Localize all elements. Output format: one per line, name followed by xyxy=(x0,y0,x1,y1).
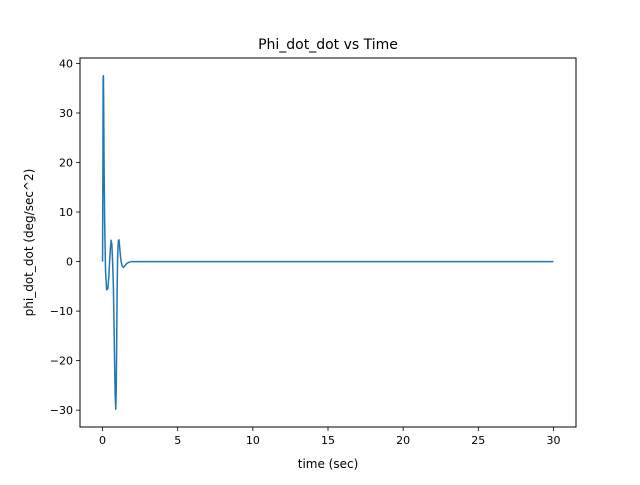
y-tick-label: 0 xyxy=(66,256,73,269)
x-tick-label: 10 xyxy=(246,434,260,447)
x-tick-label: 25 xyxy=(471,434,485,447)
y-tick-label: 40 xyxy=(59,57,73,70)
y-tick-label: 20 xyxy=(59,157,73,170)
x-tick-label: 5 xyxy=(174,434,181,447)
x-tick-label: 15 xyxy=(321,434,335,447)
x-tick-label: 20 xyxy=(396,434,410,447)
y-tick-label: 10 xyxy=(59,206,73,219)
x-axis-label: time (sec) xyxy=(298,457,359,471)
y-tick-label: −20 xyxy=(50,355,73,368)
y-tick-label: −30 xyxy=(50,404,73,417)
y-tick-label: 30 xyxy=(59,107,73,120)
x-axis: 0 5 10 15 20 25 30 xyxy=(99,427,560,447)
plot-frame xyxy=(79,57,577,428)
x-tick-label: 30 xyxy=(546,434,560,447)
x-tick-label: 0 xyxy=(99,434,106,447)
y-axis-label: phi_dot_dot (deg/sec^2) xyxy=(22,169,36,317)
series-line-0 xyxy=(101,75,554,410)
chart-title: Phi_dot_dot vs Time xyxy=(258,37,398,53)
y-axis: −30 −20 −10 0 10 20 30 40 xyxy=(50,57,80,417)
y-tick-label: −10 xyxy=(50,305,73,318)
